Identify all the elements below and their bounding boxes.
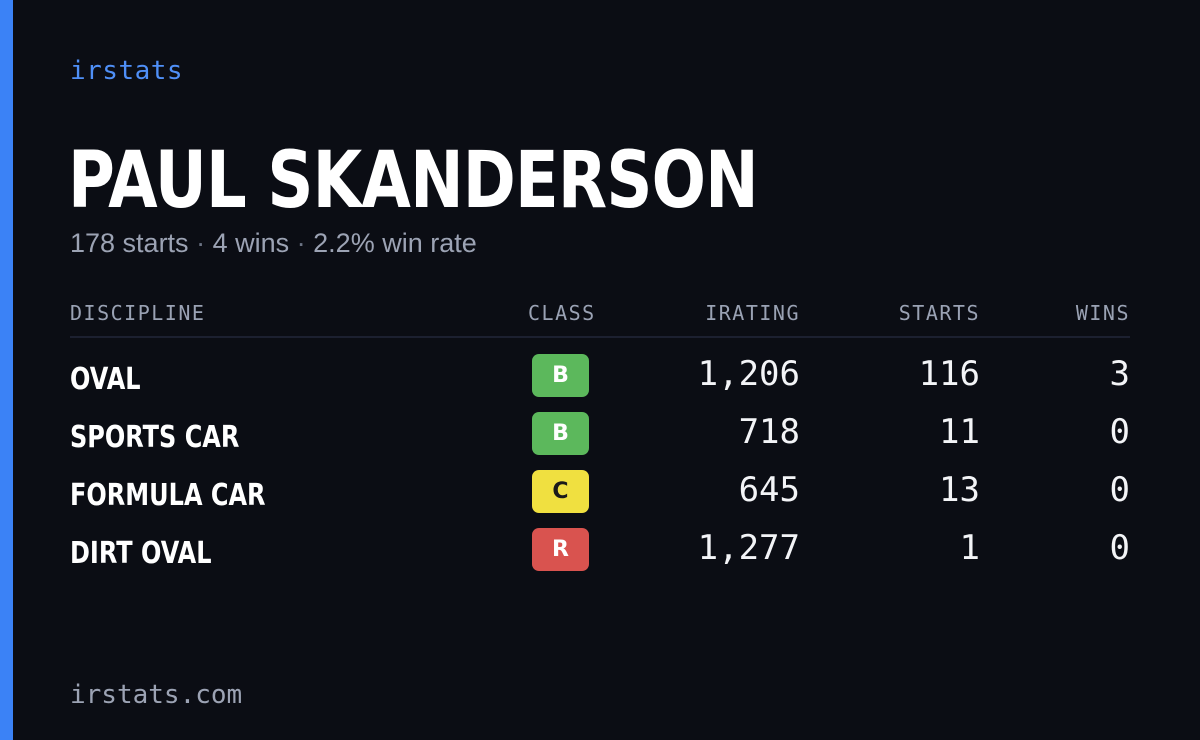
player-summary: 178 starts · 4 wins · 2.2% win rate <box>70 228 477 259</box>
table-body: OVAL B 1,206 116 3 SPORTS CAR B 718 11 0… <box>70 352 1130 584</box>
wins-summary: 4 wins <box>212 228 290 258</box>
class-badge: R <box>532 528 589 571</box>
starts-summary: 178 starts <box>70 228 189 258</box>
class-badge: B <box>532 354 589 397</box>
starts-value: 13 <box>939 470 980 510</box>
header-irating: IRATING <box>705 301 800 325</box>
wins-value: 0 <box>1109 470 1130 510</box>
table-row: SPORTS CAR B 718 11 0 <box>70 410 1130 468</box>
starts-value: 1 <box>959 528 980 568</box>
win-rate-summary: 2.2% win rate <box>313 228 477 258</box>
brand-logo: irstats <box>70 56 184 86</box>
wins-value: 0 <box>1109 528 1130 568</box>
header-wins: WINS <box>1075 301 1130 325</box>
header-discipline: DISCIPLINE <box>70 301 206 325</box>
starts-value: 116 <box>918 354 980 394</box>
discipline-name: DIRT OVAL <box>70 536 212 571</box>
table-header: DISCIPLINE CLASS IRATING STARTS WINS <box>70 298 1130 338</box>
accent-bar <box>0 0 13 740</box>
starts-value: 11 <box>939 412 980 452</box>
wins-value: 0 <box>1109 412 1130 452</box>
irating-value: 1,277 <box>697 528 800 568</box>
discipline-name: OVAL <box>70 362 141 397</box>
summary-separator: · <box>196 228 206 258</box>
table-row: OVAL B 1,206 116 3 <box>70 352 1130 410</box>
header-class: CLASS <box>528 301 596 325</box>
footer-url[interactable]: irstats.com <box>70 680 243 710</box>
table-row: DIRT OVAL R 1,277 1 0 <box>70 526 1130 584</box>
class-badge: B <box>532 412 589 455</box>
irating-value: 718 <box>738 412 800 452</box>
summary-separator: · <box>296 228 306 258</box>
table-row: FORMULA CAR C 645 13 0 <box>70 468 1130 526</box>
discipline-name: SPORTS CAR <box>70 420 240 455</box>
discipline-name: FORMULA CAR <box>70 478 266 513</box>
player-name: PAUL SKANDERSON <box>68 136 759 226</box>
class-badge: C <box>532 470 589 513</box>
irating-value: 645 <box>738 470 800 510</box>
header-starts: STARTS <box>898 301 980 325</box>
wins-value: 3 <box>1109 354 1130 394</box>
irating-value: 1,206 <box>697 354 800 394</box>
discipline-table: DISCIPLINE CLASS IRATING STARTS WINS OVA… <box>70 298 1130 584</box>
